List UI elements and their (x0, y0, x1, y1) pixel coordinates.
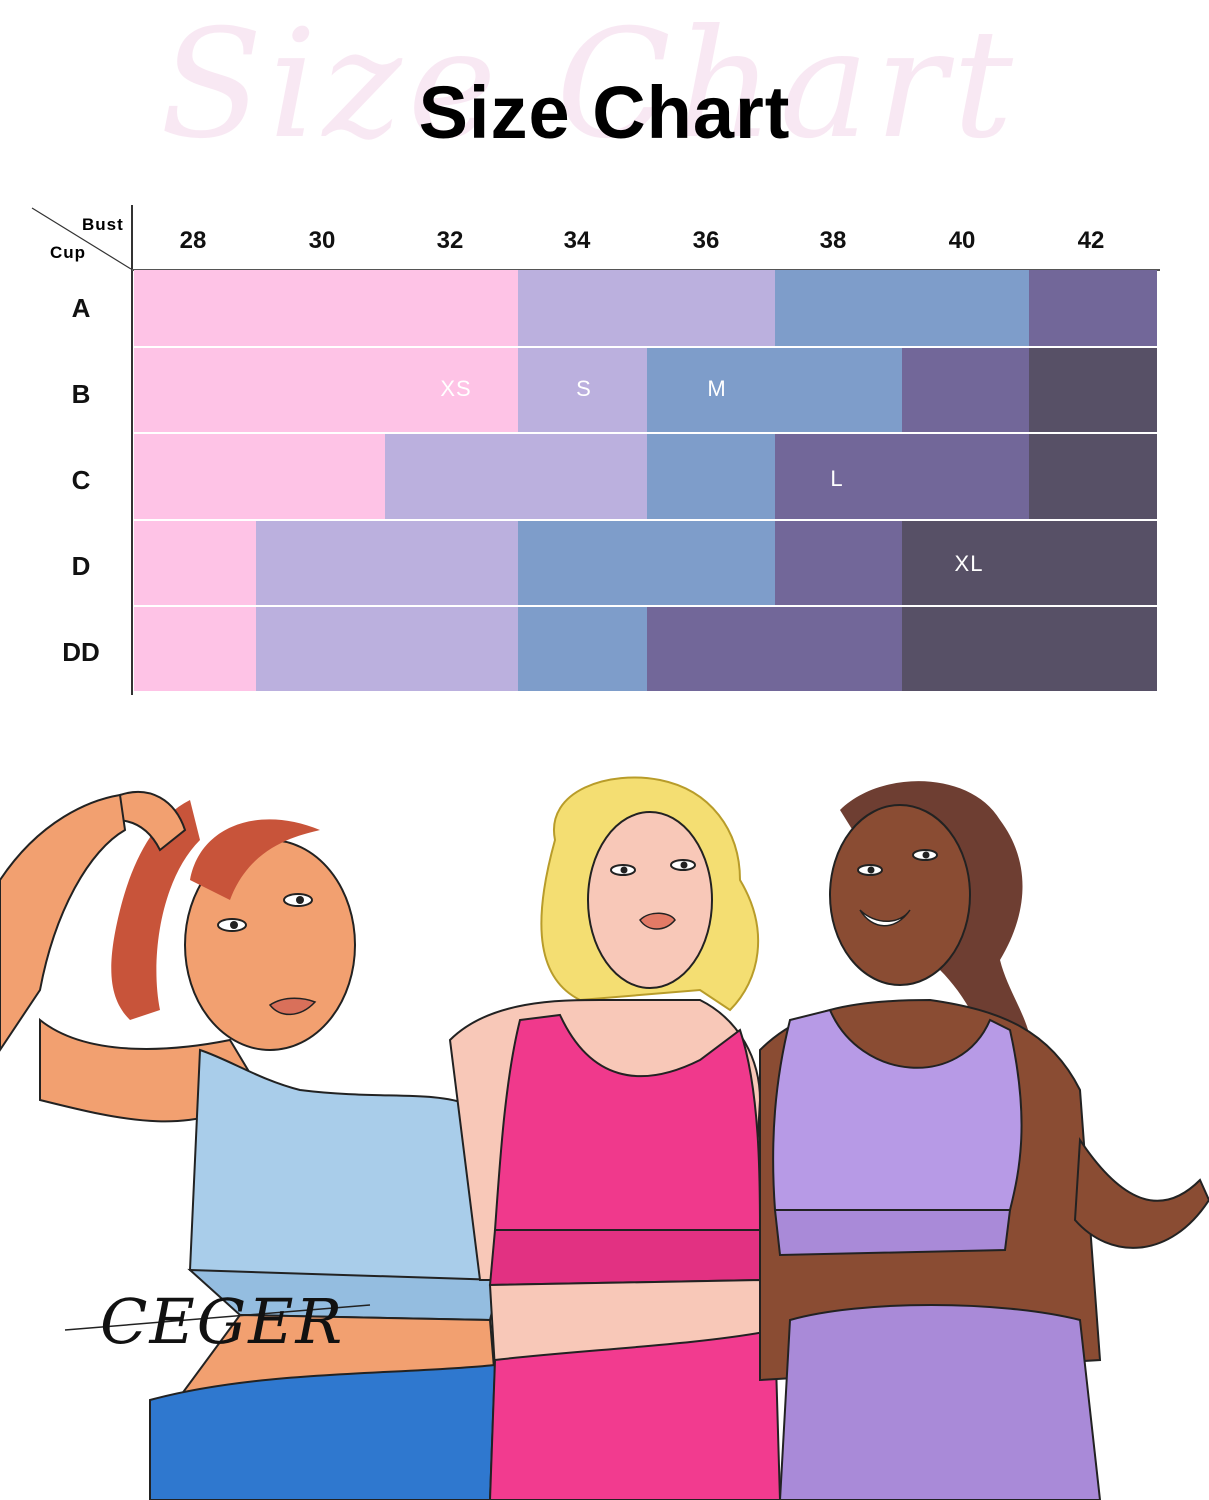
signature-underline (64, 1304, 371, 1331)
size-cell-l (775, 433, 903, 519)
left-model-arm (0, 793, 127, 1052)
cup-label-d: D (71, 551, 91, 581)
cup-label-a: A (71, 293, 91, 323)
size-cell-m (775, 270, 903, 346)
size-cell-s (385, 606, 519, 691)
size-cell-xl (1029, 606, 1157, 691)
page-title: Size Chart (418, 71, 791, 154)
size-cell-xs (134, 433, 257, 519)
size-cell-m (775, 347, 903, 432)
size-cell-s (518, 433, 648, 519)
size-cell-l (902, 433, 1030, 519)
size-cell-xs (256, 270, 386, 346)
left-model-hand (113, 790, 187, 852)
bust-header-28: 28 (179, 227, 207, 254)
bust-header-42: 42 (1077, 227, 1105, 254)
size-cell-s (518, 270, 648, 346)
size-cell-s (256, 606, 386, 691)
table-vertical-axis (131, 205, 133, 695)
right-model (759, 781, 1209, 1500)
size-cell-xl (902, 606, 1030, 691)
size-cell-m (518, 606, 648, 691)
size-cell-xs (134, 520, 257, 605)
cup-label-dd: DD (62, 637, 100, 667)
size-cell-m (518, 520, 648, 605)
middle-model-leggings (488, 1328, 782, 1500)
bust-axis-label: Bust (82, 215, 124, 234)
size-label-s: S (576, 376, 592, 401)
size-cell-l (647, 606, 776, 691)
size-cell-xs (385, 270, 519, 346)
table-horizontal-axis (132, 269, 1160, 271)
right-model-face (829, 804, 971, 986)
size-cell-xs (134, 347, 257, 432)
middle-model-face (587, 811, 713, 989)
left-model-ponytail (111, 800, 200, 1020)
left-model-hair (190, 819, 320, 900)
size-cell-l (902, 347, 1030, 432)
size-cell-xl (1029, 520, 1157, 605)
size-cell-m (647, 433, 776, 519)
brand-signature: CEGER (100, 1285, 345, 1358)
right-model-leggings (778, 1304, 1102, 1500)
size-cell-xl (1029, 433, 1157, 519)
watermark-script: Size Chart (160, 0, 1019, 172)
right-model-sports-bra (772, 1008, 1023, 1211)
size-label-m: M (707, 376, 727, 401)
table-corner: Bust Cup (30, 205, 132, 270)
left-model (0, 790, 514, 1500)
size-label-xl: XL (954, 551, 984, 576)
bust-header-36: 36 (692, 227, 720, 254)
size-cell-m (647, 347, 776, 432)
cup-axis-label: Cup (50, 243, 87, 262)
size-cell-s (385, 433, 519, 519)
models-illustration (0, 776, 1209, 1500)
size-label-xs: XS (440, 376, 472, 401)
size-cell-s (518, 347, 648, 432)
middle-model-sports-bra (493, 1013, 762, 1231)
size-cell-xs (385, 347, 519, 432)
bust-header-30: 30 (308, 227, 336, 254)
cup-label-c: C (71, 465, 91, 495)
size-cell-s (385, 520, 519, 605)
size-cell-s (647, 270, 776, 346)
cup-label-b: B (71, 379, 91, 409)
size-cell-l (775, 520, 903, 605)
size-cell-l (775, 606, 903, 691)
size-cell-m (902, 270, 1030, 346)
bust-header-32: 32 (436, 227, 464, 254)
size-cell-xl (902, 520, 1030, 605)
corner-diagonal (31, 207, 132, 270)
size-cell-xl (1029, 347, 1157, 432)
size-cell-xs (256, 433, 386, 519)
size-cell-l (1029, 270, 1157, 346)
size-cell-m (647, 520, 776, 605)
size-cell-s (256, 520, 386, 605)
size-cell-xs (256, 347, 386, 432)
size-chart-table: Bust Cup 28 30 32 34 36 38 40 42 A B C D… (30, 205, 1160, 695)
bust-header-40: 40 (948, 227, 976, 254)
bust-header-38: 38 (819, 227, 847, 254)
size-label-l: L (830, 466, 844, 491)
size-cell-xs (134, 270, 257, 346)
middle-model (448, 776, 782, 1500)
size-cell-xs (134, 606, 257, 691)
bust-header-34: 34 (563, 227, 591, 254)
